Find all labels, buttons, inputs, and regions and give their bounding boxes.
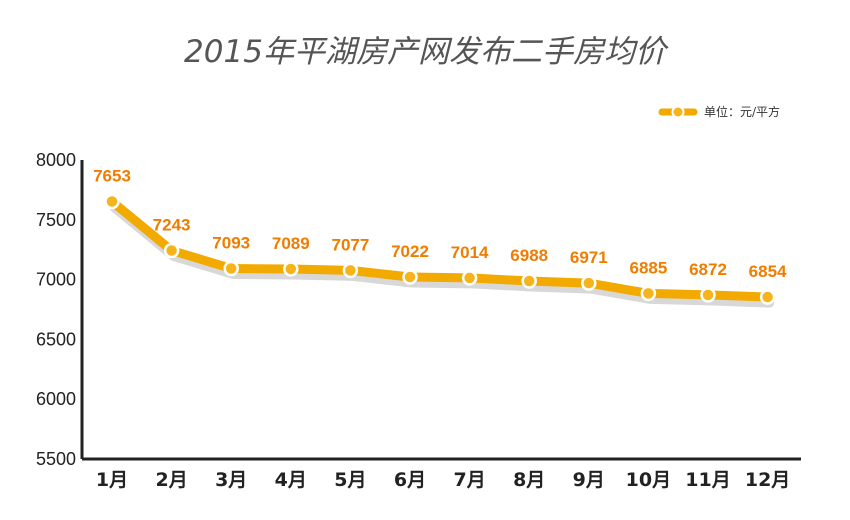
data-label: 7077 <box>331 235 369 254</box>
data-labels: 7653 7243 7093 7089 7077 7022 7014 6988 6971 6885… <box>93 167 787 282</box>
data-label: 6988 <box>510 246 548 265</box>
data-point <box>700 287 716 303</box>
y-tick-labels: 5500 6000 6500 7000 7500 8000 <box>36 150 76 469</box>
data-label: 7093 <box>212 233 250 252</box>
data-label: 7653 <box>93 167 131 186</box>
x-tick-label: 11月 <box>685 469 730 491</box>
data-label: 7243 <box>153 216 191 235</box>
data-point <box>283 261 299 277</box>
y-tick-label: 7000 <box>36 270 76 290</box>
y-tick-label: 7500 <box>36 210 76 230</box>
data-point <box>104 193 120 210</box>
legend-marker <box>671 105 685 119</box>
series <box>104 193 776 308</box>
x-tick-label: 6月 <box>394 469 426 491</box>
x-tick-labels: 1月 2月 3月 4月 5月 6月 7月 8月 9月 10月 11月 12月 <box>96 469 790 491</box>
data-label: 6854 <box>749 262 787 281</box>
y-tick-label: 6500 <box>36 329 76 349</box>
x-tick-label: 3月 <box>215 469 247 491</box>
data-point <box>163 242 180 259</box>
data-label: 6872 <box>689 260 727 279</box>
x-tick-label: 7月 <box>453 469 485 491</box>
x-tick-label: 1月 <box>96 469 128 491</box>
x-tick-label: 12月 <box>745 469 790 491</box>
data-label: 6885 <box>629 258 667 277</box>
x-tick-label: 10月 <box>626 469 671 491</box>
y-tick-label: 5500 <box>36 449 76 469</box>
data-point <box>521 273 537 289</box>
data-point <box>402 269 418 285</box>
y-tick-label: 6000 <box>36 389 76 409</box>
x-tick-label: 2月 <box>155 469 187 491</box>
series-line-shadow <box>109 203 775 308</box>
legend: 单位：元/平方 <box>658 104 780 119</box>
data-point <box>342 262 359 279</box>
chart-title: 2015年平湖房产网发布二手房均价 <box>184 34 669 70</box>
data-point <box>759 289 776 305</box>
data-point <box>581 275 597 291</box>
x-tick-label: 8月 <box>513 469 545 491</box>
data-label: 7014 <box>451 243 489 262</box>
data-point <box>461 270 478 286</box>
x-tick-label: 9月 <box>573 469 605 491</box>
x-tick-label: 4月 <box>275 469 307 491</box>
x-tick-label: 5月 <box>334 469 366 491</box>
legend-label: 单位：元/平方 <box>704 104 780 119</box>
data-label: 6971 <box>570 248 608 267</box>
data-label: 7089 <box>272 234 310 253</box>
series-line <box>107 197 773 302</box>
y-tick-label: 8000 <box>36 150 76 170</box>
data-point <box>223 260 239 277</box>
data-point <box>640 285 657 302</box>
data-label: 7022 <box>391 242 429 261</box>
